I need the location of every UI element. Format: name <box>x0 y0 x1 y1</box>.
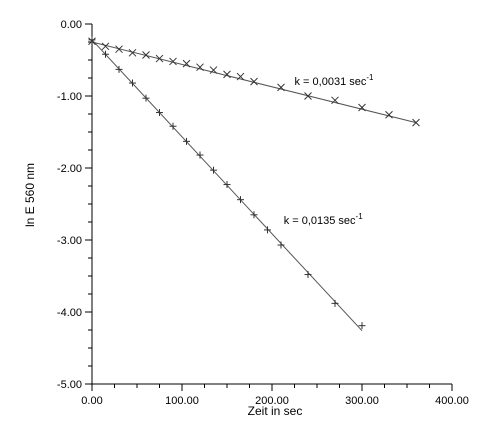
data-point <box>331 299 339 307</box>
x-tick-label: 200.00 <box>255 395 289 407</box>
data-point <box>88 36 96 44</box>
fit-lines <box>91 39 417 332</box>
x-tick-label: 0.00 <box>81 395 102 407</box>
y-tick-label: -3.00 <box>57 235 82 247</box>
data-point <box>250 77 258 86</box>
data-point <box>223 70 231 79</box>
data-point <box>304 92 312 100</box>
y-tick-label: -5.00 <box>57 379 82 391</box>
data-point <box>237 196 244 204</box>
x-tick-label: 400.00 <box>435 395 469 407</box>
data-point <box>128 48 137 57</box>
y-tick-label: 0.00 <box>61 19 82 31</box>
data-point <box>101 42 110 51</box>
y-axis-title: ln E 560 nm <box>23 163 37 227</box>
data-point <box>156 109 163 117</box>
data-point <box>358 322 366 330</box>
y-tick-label: -1.00 <box>57 91 82 103</box>
data-point <box>196 151 204 159</box>
data-point <box>331 96 339 105</box>
y-tick-label: -2.00 <box>57 163 82 175</box>
data-point <box>358 103 366 112</box>
data-point <box>210 166 217 174</box>
data-point <box>223 181 231 189</box>
data-point <box>169 57 177 66</box>
fit-line-1 <box>91 41 417 124</box>
data-point <box>250 211 258 219</box>
axes: 0.00 -1.00 -2.00 -3.00 -4.00 -5.00 0.00 100.00 2… <box>57 19 469 407</box>
x-axis-title: Zeit in sec <box>248 404 303 418</box>
data-point <box>169 122 177 130</box>
data-point <box>115 65 123 73</box>
data-point <box>183 137 190 145</box>
labels: k = 0,0031 sec-1 k = 0,0135 sec-1 <box>284 73 374 227</box>
data-point <box>142 94 150 102</box>
data-point <box>304 271 312 279</box>
data-point <box>102 50 109 58</box>
data-point <box>277 83 285 92</box>
y-tick-label: -4.00 <box>57 307 82 319</box>
data-point <box>142 51 150 59</box>
data-point <box>385 110 393 119</box>
data-point <box>155 54 164 63</box>
data-point <box>277 241 285 249</box>
rate-constant-label-1: k = 0,0031 sec-1 <box>295 73 375 88</box>
data-point <box>182 59 191 68</box>
data-points <box>88 36 420 330</box>
data-point <box>264 226 271 234</box>
x-tick-label: 100.00 <box>165 395 199 407</box>
data-point <box>209 66 218 74</box>
data-point <box>196 63 204 72</box>
data-point <box>115 45 123 54</box>
data-point <box>129 79 136 87</box>
data-point <box>236 72 245 81</box>
data-point <box>412 118 420 127</box>
x-tick-label: 300.00 <box>345 395 379 407</box>
rate-constant-label-2: k = 0,0135 sec-1 <box>284 212 364 227</box>
